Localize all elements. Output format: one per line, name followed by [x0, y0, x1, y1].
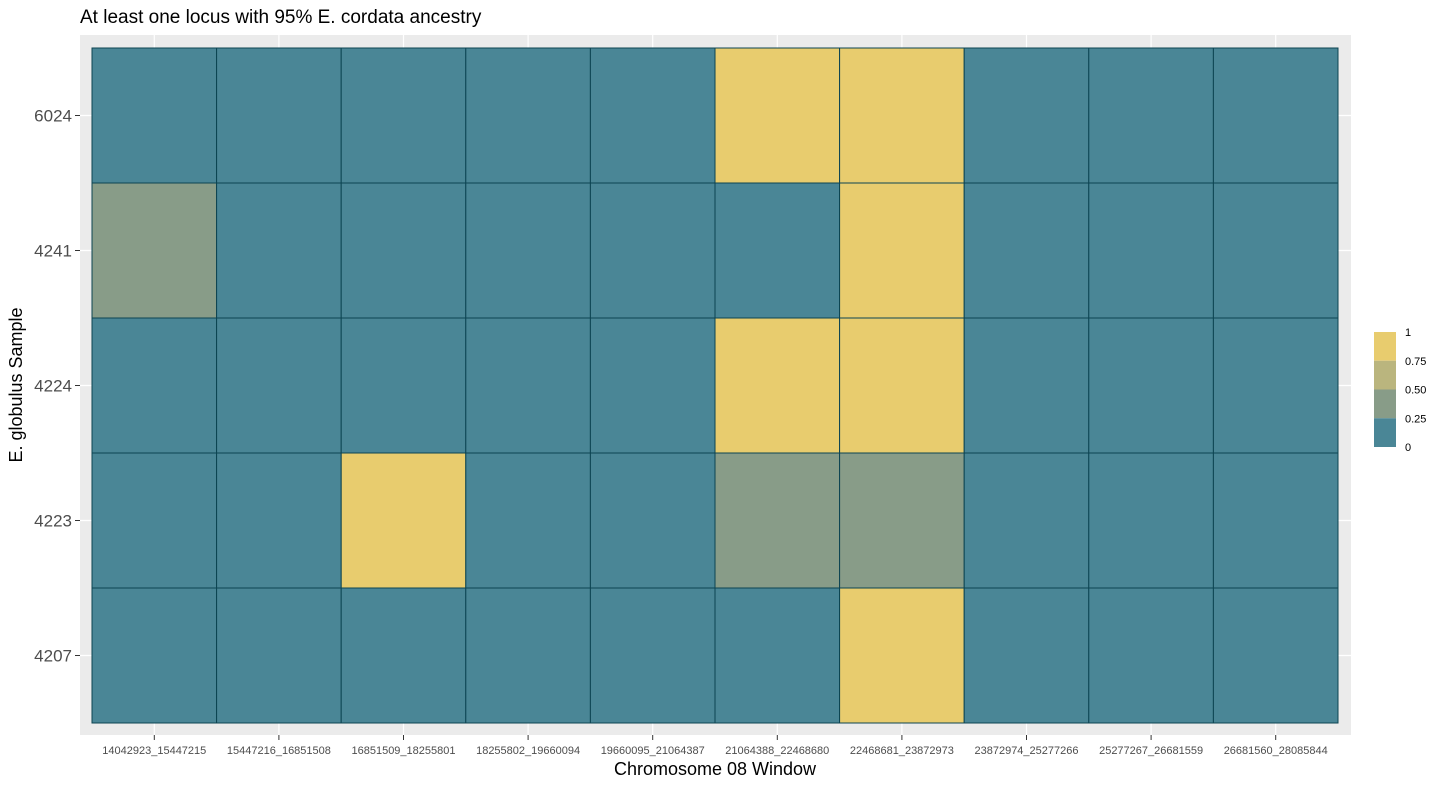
- x-tick-label: 15447216_16851508: [227, 745, 331, 757]
- x-tick-label: 18255802_19660094: [476, 745, 580, 757]
- heatmap-tile: [340, 452, 467, 589]
- heatmap-tile: [465, 587, 591, 724]
- heatmap-tile: [714, 452, 841, 589]
- x-axis-ticks: 14042923_15447215 15447216_16851508 168515…: [102, 735, 1328, 757]
- heatmap-tile: [1212, 47, 1339, 184]
- heatmap-tile: [1212, 182, 1339, 319]
- legend-label: 0: [1405, 442, 1411, 454]
- heatmap-tile: [963, 182, 1090, 319]
- heatmap-tile: [963, 317, 1090, 454]
- legend-color-band: [1374, 389, 1396, 419]
- heatmap-tile: [1212, 452, 1339, 589]
- x-tick-label: 23872974_25277266: [974, 745, 1078, 757]
- heatmap-tile: [1212, 587, 1339, 724]
- heatmap-tile: [340, 47, 467, 184]
- heatmap-tile: [1088, 182, 1214, 319]
- heatmap-tile: [589, 452, 716, 589]
- heatmap-tile: [963, 47, 1090, 184]
- heatmap-tile: [216, 47, 342, 184]
- heatmap-tile: [714, 587, 841, 724]
- heatmap-tiles: [91, 47, 1339, 724]
- heatmap-tile: [1088, 47, 1214, 184]
- legend-color-band: [1374, 360, 1396, 390]
- heatmap-tile: [839, 452, 965, 589]
- x-tick-label: 14042923_15447215: [102, 745, 206, 757]
- color-legend: 1 0.75 0.50 0.25 0: [1374, 327, 1426, 454]
- heatmap-tile: [216, 182, 342, 319]
- x-tick-label: 26681560_28085844: [1224, 745, 1328, 757]
- heatmap-tile: [340, 182, 467, 319]
- heatmap-tile: [839, 182, 965, 319]
- heatmap-tile: [1088, 587, 1214, 724]
- heatmap-tile: [839, 47, 965, 184]
- y-axis-ticks: 6024 4241 4224 4223 4207: [34, 107, 80, 666]
- heatmap-tile: [714, 317, 841, 454]
- y-tick-label: 4223: [34, 512, 72, 531]
- y-axis-label: E. globulus Sample: [6, 307, 26, 462]
- x-tick-label: 19660095_21064387: [601, 745, 705, 757]
- heatmap-tile: [465, 452, 591, 589]
- y-tick-label: 4207: [34, 647, 72, 666]
- heatmap-tile: [465, 317, 591, 454]
- heatmap-tile: [839, 317, 965, 454]
- heatmap-tile: [216, 452, 342, 589]
- heatmap-tile: [340, 317, 467, 454]
- heatmap-tile: [91, 47, 218, 184]
- heatmap-tile: [1088, 452, 1214, 589]
- x-tick-label: 21064388_22468680: [725, 745, 829, 757]
- heatmap-tile: [340, 587, 467, 724]
- heatmap-tile: [1088, 317, 1214, 454]
- heatmap-tile: [589, 182, 716, 319]
- legend-label: 1: [1405, 327, 1411, 339]
- heatmap-tile: [465, 182, 591, 319]
- heatmap-tile: [714, 47, 841, 184]
- chart-title: At least one locus with 95% E. cordata a…: [80, 7, 482, 28]
- heatmap-tile: [714, 182, 841, 319]
- legend-label: 0.50: [1405, 385, 1426, 397]
- heatmap-tile: [963, 587, 1090, 724]
- x-axis-label: Chromosome 08 Window: [614, 759, 817, 779]
- heatmap-tile: [963, 452, 1090, 589]
- x-tick-label: 25277267_26681559: [1099, 745, 1203, 757]
- heatmap-tile: [91, 182, 218, 319]
- x-tick-label: 22468681_23872973: [850, 745, 954, 757]
- heatmap-tile: [589, 317, 716, 454]
- heatmap-tile: [839, 587, 965, 724]
- x-tick-label: 16851509_18255801: [351, 745, 455, 757]
- legend-color-band: [1374, 332, 1396, 361]
- heatmap-tile: [91, 317, 218, 454]
- heatmap-tile: [1212, 317, 1339, 454]
- heatmap-tile: [91, 452, 218, 589]
- legend-color-band: [1374, 418, 1396, 447]
- legend-label: 0.25: [1405, 413, 1426, 425]
- heatmap-tile: [216, 317, 342, 454]
- y-tick-label: 6024: [34, 107, 72, 126]
- heatmap-tile: [589, 47, 716, 184]
- y-tick-label: 4241: [34, 242, 72, 261]
- legend-label: 0.75: [1405, 356, 1426, 368]
- heatmap-tile: [216, 587, 342, 724]
- heatmap-tile: [589, 587, 716, 724]
- y-tick-label: 4224: [34, 377, 72, 396]
- heatmap-tile: [91, 587, 218, 724]
- heatmap-tile: [465, 47, 591, 184]
